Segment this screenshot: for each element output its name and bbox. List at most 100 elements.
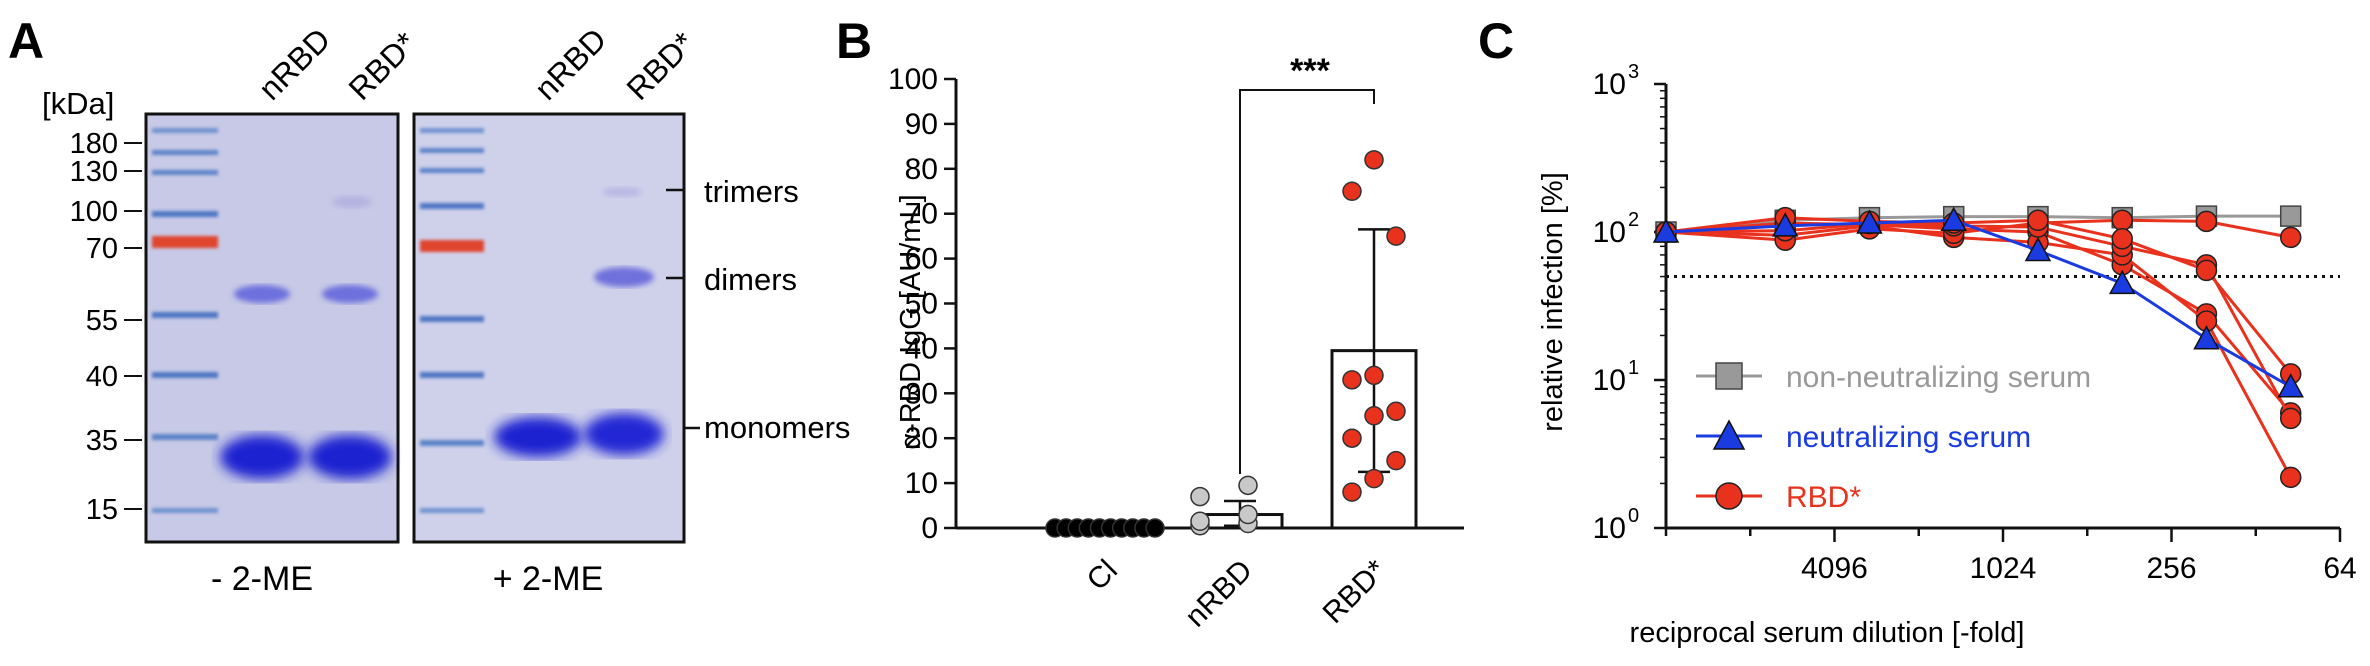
marker-label-55: 55 xyxy=(86,305,118,337)
y-tick-label: 100 xyxy=(888,63,938,96)
chart-b-significance: *** xyxy=(1239,52,1375,474)
gel-right xyxy=(412,112,686,544)
marker-label-40: 40 xyxy=(86,361,118,393)
panel-label-c: C xyxy=(1478,13,1514,69)
series-line xyxy=(1665,224,2293,479)
y-tick-exponent: 3 xyxy=(1628,61,1639,83)
chart-c-y-axis-label: relative infection [%] xyxy=(1537,172,1569,432)
data-point xyxy=(1386,450,1406,471)
marker-labels: 180 130 100 70 55 40 35 15 xyxy=(70,128,142,526)
data-point-circle xyxy=(1715,482,1743,510)
data-point xyxy=(1190,486,1210,507)
y-tick-label: 80 xyxy=(905,153,938,186)
lane-label-rbd-left: RBD* xyxy=(341,25,423,107)
y-tick-label: 70 xyxy=(905,198,938,231)
series-line xyxy=(1665,216,2292,375)
y-tick-label: 10 xyxy=(1593,216,1626,249)
data-point xyxy=(1190,511,1210,532)
data-point xyxy=(1386,401,1406,422)
data-point xyxy=(1342,482,1362,502)
series-line xyxy=(1665,214,2291,234)
data-point xyxy=(1364,150,1384,170)
lane-label-nrbd-left: nRBD xyxy=(251,21,337,107)
legend-entry: neutralizing serum xyxy=(1696,419,2031,454)
data-point-circle xyxy=(2279,466,2302,489)
series-line xyxy=(1665,221,2292,414)
legend-label: RBD* xyxy=(1786,481,1861,514)
data-point-circle xyxy=(2279,407,2302,430)
data-point-circle xyxy=(2279,226,2302,249)
marker-label-180: 180 xyxy=(70,128,118,160)
y-tick-exponent: 1 xyxy=(1628,357,1639,379)
data-point-triangle xyxy=(1652,218,1680,243)
panel-a: A [kDa] 180 130 100 70 55 40 35 15 n xyxy=(8,13,850,598)
data-point-square xyxy=(2279,205,2302,227)
chart-c-axes xyxy=(1664,84,2340,530)
data-point-triangle xyxy=(2277,373,2304,398)
data-point xyxy=(1364,406,1384,426)
data-point xyxy=(1238,475,1258,496)
chart-b-category-labels: Cl nRBD RBD* xyxy=(1081,553,1394,633)
y-tick-label: 30 xyxy=(905,377,938,410)
panel-b: B α-RBD IgG [AU/mL] 0 10 20 30 40 50 60 70 80 90 1… xyxy=(836,13,1464,634)
y-tick-label: 40 xyxy=(905,332,938,365)
condition-label-minus-2me: - 2-ME xyxy=(211,560,313,598)
bands-right xyxy=(494,187,664,457)
y-tick-label: 10 xyxy=(1593,512,1626,545)
data-point-circle xyxy=(2195,210,2218,233)
chart-c-series xyxy=(1652,205,2304,489)
data-point-triangle xyxy=(1771,212,1799,237)
data-point-circle xyxy=(2111,209,2133,232)
data-point xyxy=(1364,365,1384,386)
x-tick-label: 256 xyxy=(2146,552,2196,585)
data-point xyxy=(1238,504,1258,525)
series-line xyxy=(1665,218,2292,389)
category-label: Cl xyxy=(1081,554,1124,597)
data-point-triangle xyxy=(1856,209,1883,234)
gel-unit-label: [kDa] xyxy=(42,86,114,121)
x-tick-label: 1024 xyxy=(1970,552,2037,585)
lane-label-nrbd-right: nRBD xyxy=(527,21,613,107)
chart-c-x-axis-label: reciprocal serum dilution [-fold] xyxy=(1630,617,2025,649)
band-label-monomers: monomers xyxy=(704,410,850,445)
lane-label-rbd-right: RBD* xyxy=(619,25,701,107)
y-tick-label: 60 xyxy=(905,243,938,276)
data-point-triangle xyxy=(2193,325,2220,350)
chart-b-y-axis-label: α-RBD IgG [AU/mL] xyxy=(895,194,927,449)
y-tick-exponent: 0 xyxy=(1628,505,1639,527)
gel-left xyxy=(144,112,400,544)
bands-left xyxy=(220,196,392,479)
significance-label: *** xyxy=(1290,52,1330,90)
series-line xyxy=(1665,218,2291,242)
data-point-triangle xyxy=(2108,269,2136,295)
y-tick-label: 90 xyxy=(905,108,938,141)
series-1 xyxy=(1652,206,2304,398)
data-point xyxy=(1342,181,1362,201)
condition-label-plus-2me: + 2-ME xyxy=(493,560,604,598)
category-label: nRBD xyxy=(1179,554,1259,634)
marker-label-70: 70 xyxy=(86,233,118,265)
ladder-left xyxy=(152,128,218,513)
y-tick-label: 10 xyxy=(1593,364,1626,397)
legend-entry: non-neutralizing serum xyxy=(1696,361,2091,394)
band-label-trimers: trimers xyxy=(704,174,799,209)
x-tick-label: 64 xyxy=(2323,552,2356,585)
panel-label-b: B xyxy=(836,13,872,69)
data-point-circle xyxy=(2027,209,2049,232)
data-point xyxy=(1342,428,1362,448)
data-point-triangle xyxy=(2024,236,2052,262)
data-point xyxy=(1364,468,1384,489)
legend-entry: RBD* xyxy=(1696,481,1861,514)
y-tick-label: 20 xyxy=(905,422,938,455)
category-label: RBD* xyxy=(1317,553,1394,630)
y-tick-exponent: 2 xyxy=(1628,209,1639,231)
data-point xyxy=(1386,226,1406,246)
y-tick-label: 10 xyxy=(1593,68,1626,101)
y-tick-label: 0 xyxy=(921,512,938,545)
panel-c: C relative infection [%] reciprocal seru… xyxy=(1478,13,2357,649)
chart-b-y-ticks: 0 10 20 30 40 50 60 70 80 90 100 xyxy=(888,63,956,545)
legend-label: neutralizing serum xyxy=(1786,421,2031,454)
data-point-triangle xyxy=(1940,206,1967,232)
